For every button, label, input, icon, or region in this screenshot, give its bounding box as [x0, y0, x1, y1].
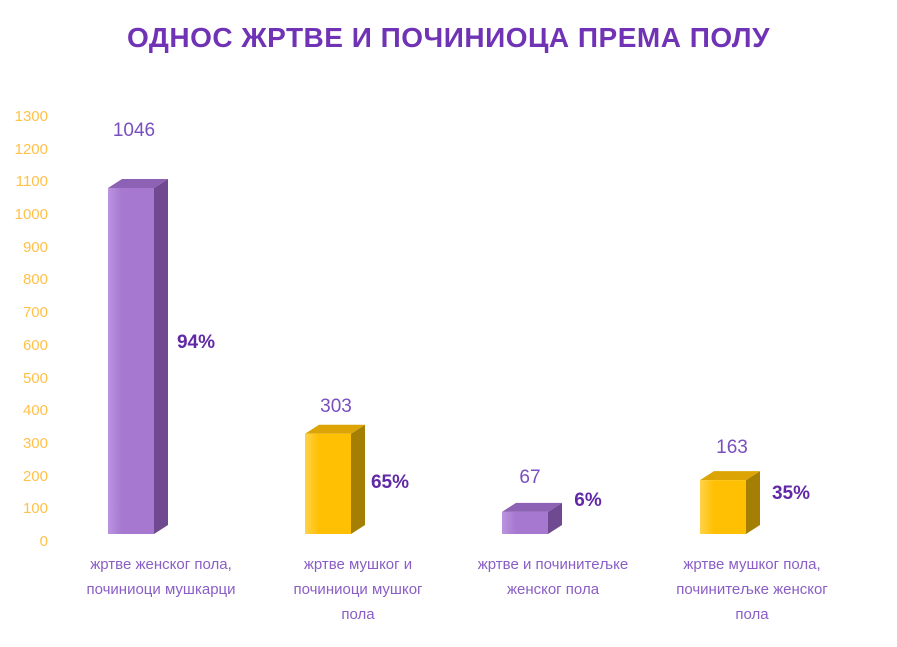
bar-front-face — [108, 188, 154, 534]
bar-top-face — [108, 179, 168, 188]
bar-percent-label: 65% — [370, 472, 410, 493]
y-axis-tick-label: 800 — [22, 271, 48, 289]
y-axis-tick-label: 1300 — [14, 108, 48, 125]
y-axis-tick-label: 0 — [39, 533, 48, 550]
y-axis-tick-label: 1200 — [14, 140, 48, 158]
y-axis-tick-label: 1000 — [14, 206, 48, 224]
bar-value-label: 67 — [519, 467, 541, 488]
bar-percent-label: 35% — [771, 483, 811, 504]
bar-4 — [700, 471, 760, 534]
y-axis-tick-label: 500 — [22, 369, 48, 387]
y-axis-tick-label: 100 — [22, 500, 48, 518]
bar-front-face — [502, 511, 548, 534]
chart-title: ОДНОС ЖРТВЕ И ПОЧИНИОЦА ПРЕМА ПОЛУ — [126, 22, 770, 53]
y-axis-tick-label: 900 — [22, 238, 48, 256]
y-axis-tick-label: 200 — [22, 467, 48, 485]
bar-top-face — [502, 502, 562, 512]
bar-percent-label: 94% — [176, 332, 216, 353]
bar-value-label: 163 — [716, 437, 748, 458]
category-label: жртве мушког и починиоци мушког пола — [293, 556, 423, 623]
bar-side-face — [746, 471, 760, 534]
bar-top-face — [700, 471, 760, 481]
category-label: жртве мушког пола, починитељке женског п… — [676, 556, 828, 623]
bar-side-face — [154, 179, 168, 534]
bar-top-face — [305, 424, 365, 434]
y-axis-tick-label: 600 — [22, 336, 48, 354]
y-axis-tick-label: 1100 — [15, 173, 48, 191]
y-axis-tick-label: 300 — [22, 434, 48, 452]
y-axis-tick-label: 700 — [22, 304, 48, 322]
bar-front-face — [305, 433, 351, 534]
bar-value-label: 303 — [320, 396, 352, 417]
category-label: жртве и починитељке женског пола — [477, 556, 629, 598]
bar-1 — [108, 179, 168, 534]
bar-side-face — [351, 424, 365, 534]
bar-3 — [502, 502, 562, 534]
bar-side-face — [548, 502, 562, 534]
bar-front-face — [700, 480, 746, 534]
category-label: жртве женског пола, починиоци мушкарци — [86, 556, 236, 598]
y-axis-tick-label: 400 — [22, 402, 48, 420]
bar-value-label: 1046 — [112, 120, 156, 141]
bar-2 — [305, 424, 365, 534]
bar-percent-label: 6% — [574, 490, 602, 511]
